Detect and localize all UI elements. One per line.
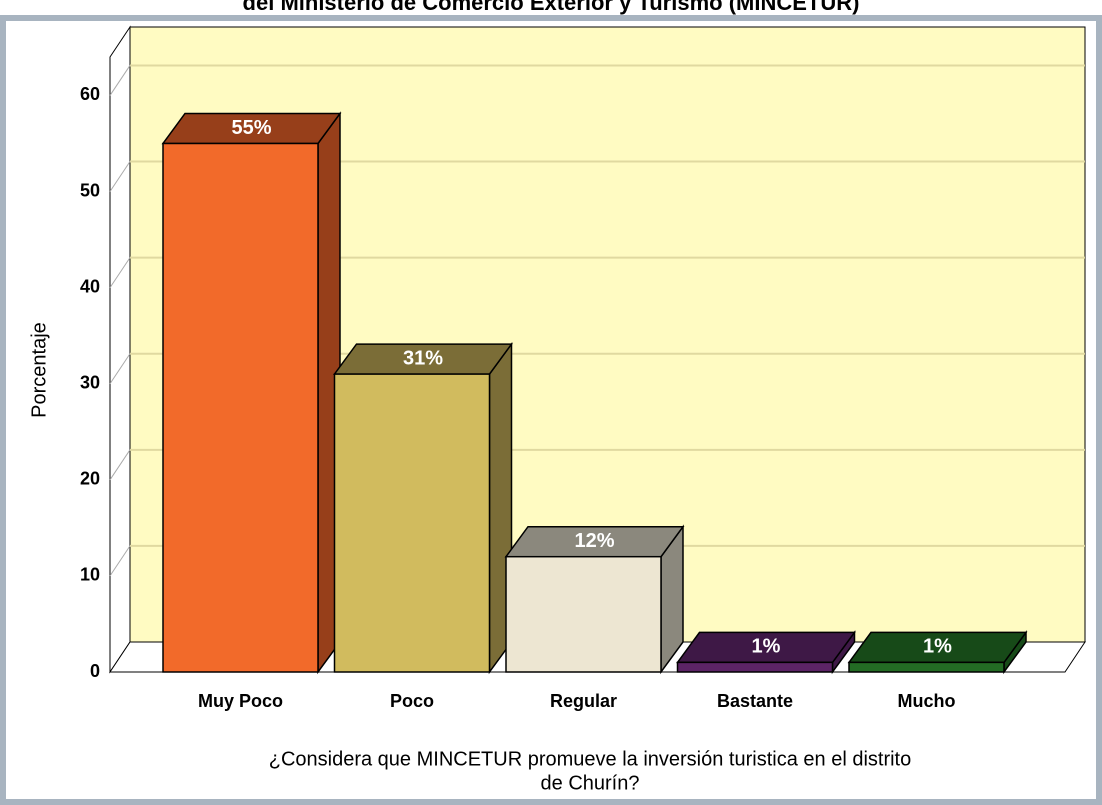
value-label: 1% (752, 636, 781, 658)
grid-line (109, 161, 131, 192)
value-label: 12% (574, 530, 614, 552)
x-tick-label: Bastante (717, 691, 793, 711)
value-label: 1% (923, 636, 952, 658)
grid-line (109, 353, 131, 384)
y-tick-label: 20 (80, 469, 100, 489)
bar (333, 373, 491, 673)
grid-line (109, 545, 131, 577)
grid-line (109, 65, 131, 96)
grid-line (109, 257, 131, 288)
left-wall (109, 25, 131, 674)
y-tick-label: 40 (80, 276, 100, 296)
bar (676, 661, 834, 673)
x-tick-label: Poco (390, 691, 434, 711)
chart-title: del Ministerio de Comercio Exterior y Tu… (243, 0, 860, 15)
bar (505, 555, 662, 673)
y-tick-label: 30 (80, 372, 100, 392)
x-axis-label: ¿Considera que MINCETUR promueve la inve… (269, 748, 911, 770)
y-tick-label: 0 (90, 661, 100, 681)
x-tick-label: Mucho (898, 691, 956, 711)
bar (848, 661, 1005, 673)
x-tick-label: Muy Poco (198, 691, 283, 711)
y-tick-label: 60 (80, 84, 100, 104)
y-axis-label: Porcentaje (28, 322, 50, 418)
y-tick-label: 50 (80, 180, 100, 200)
value-label: 55% (231, 117, 271, 139)
grid-line (109, 449, 131, 481)
y-tick-label: 10 (80, 565, 100, 585)
x-axis-label: de Churín? (541, 772, 640, 794)
x-tick-label: Regular (550, 691, 617, 711)
bar (162, 142, 319, 673)
value-label: 31% (403, 347, 443, 369)
